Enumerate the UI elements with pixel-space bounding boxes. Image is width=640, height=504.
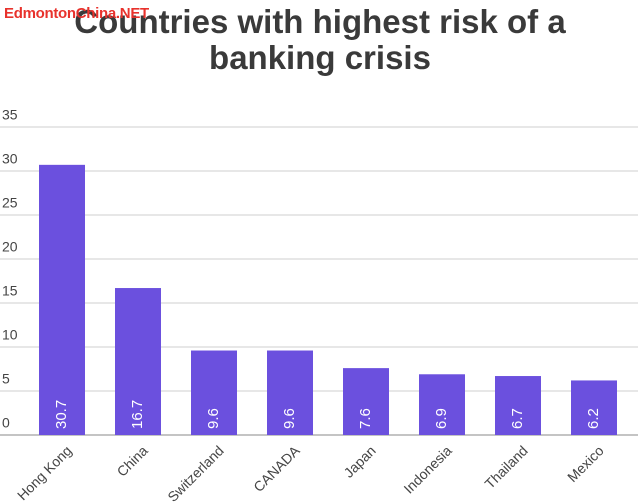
value-label: 6.9	[433, 408, 450, 429]
y-tick-label: 25	[2, 195, 18, 211]
bar	[191, 350, 237, 435]
x-tick-label: Hong Kong	[14, 442, 75, 503]
x-tick-label: China	[114, 442, 151, 479]
value-label: 9.6	[281, 408, 298, 429]
bar	[571, 380, 617, 435]
bar	[115, 288, 161, 435]
x-tick-label: CANADA	[250, 442, 303, 495]
bar	[419, 374, 465, 435]
chart-title: Countries with highest risk of a banking…	[74, 3, 566, 76]
bar	[267, 350, 313, 435]
value-label: 7.6	[357, 408, 374, 429]
value-label: 9.6	[205, 408, 222, 429]
x-tick-label: Mexico	[564, 442, 607, 485]
bar	[343, 368, 389, 435]
bar	[495, 376, 541, 435]
x-tick-label: Switzerland	[164, 442, 226, 504]
value-label: 16.7	[129, 400, 146, 429]
y-tick-label: 20	[2, 239, 18, 255]
y-tick-label: 35	[2, 107, 18, 123]
value-label: 30.7	[53, 400, 70, 429]
y-tick-label: 10	[2, 327, 18, 343]
bar	[39, 164, 85, 435]
x-tick-label: Thailand	[481, 442, 530, 491]
y-tick-label: 5	[2, 371, 10, 387]
watermark: EdmontonChina.NET	[4, 5, 149, 22]
x-tick-label: Indonesia	[400, 442, 454, 496]
y-tick-label: 0	[2, 415, 10, 431]
x-tick-label: Japan	[340, 442, 378, 480]
y-tick-label: 15	[2, 283, 18, 299]
value-label: 6.2	[585, 408, 602, 429]
y-tick-label: 30	[2, 151, 18, 167]
value-label: 6.7	[509, 408, 526, 429]
